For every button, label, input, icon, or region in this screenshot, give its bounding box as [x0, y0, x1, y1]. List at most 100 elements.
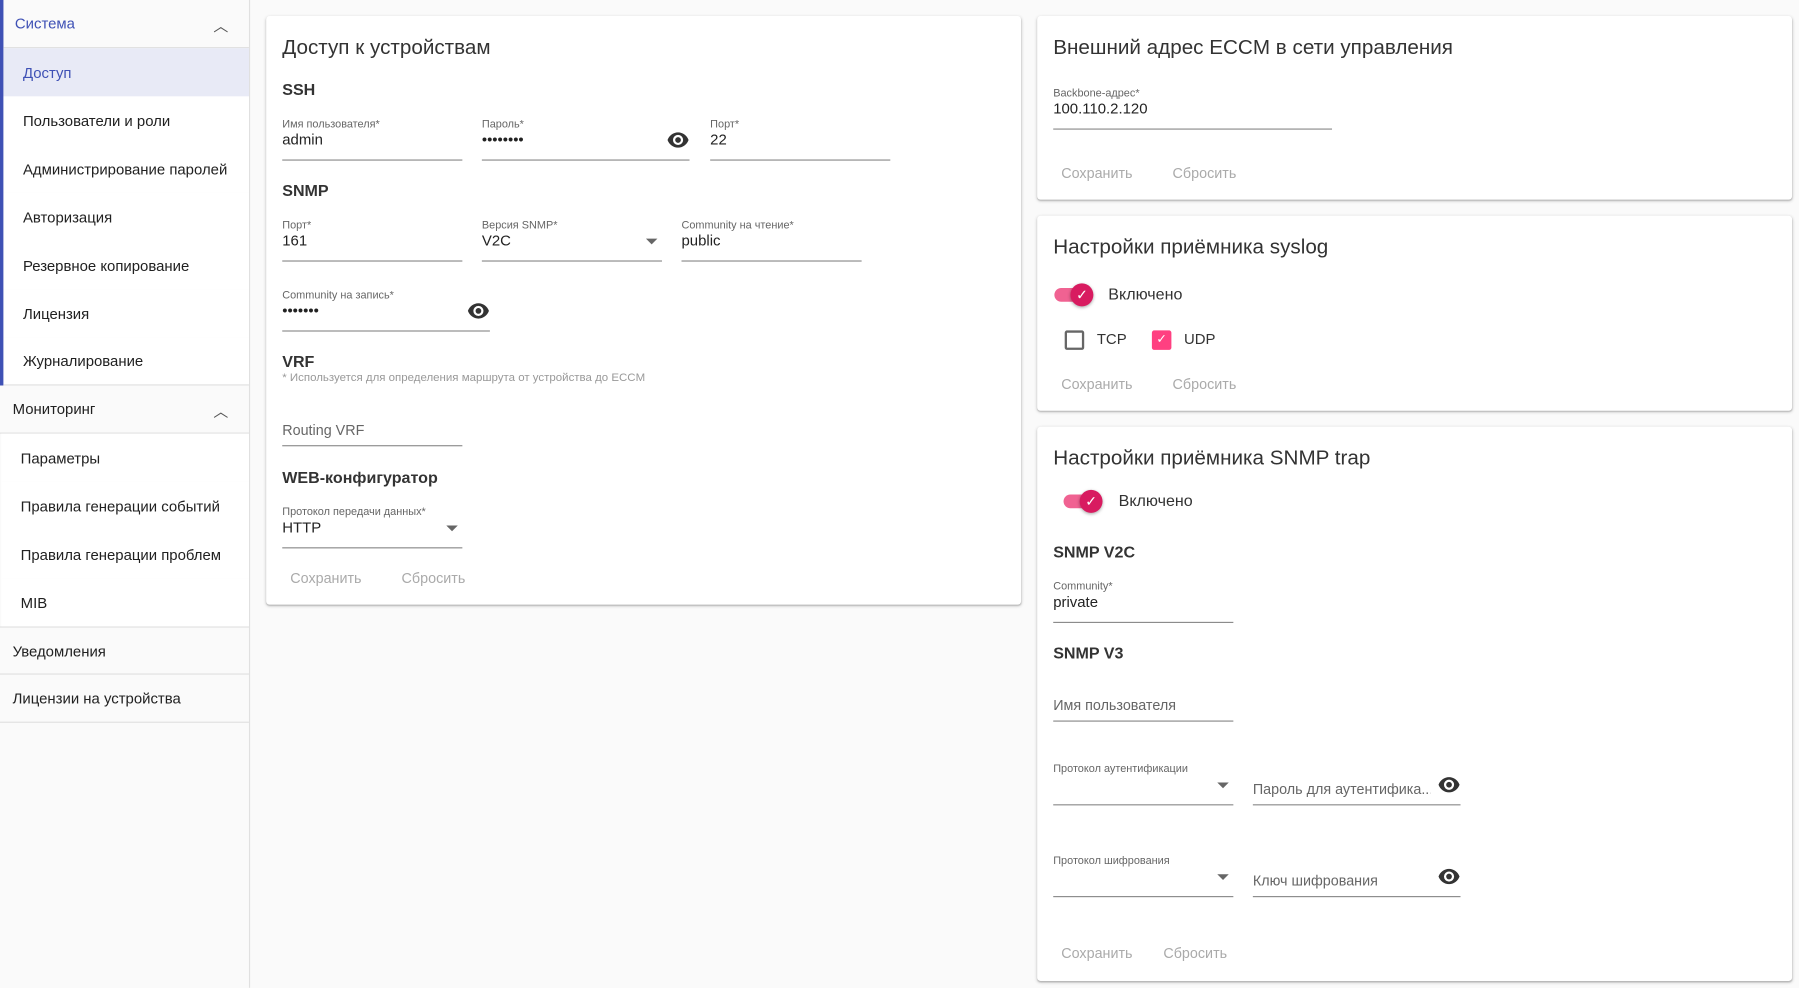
encryption-key-field[interactable]: Ключ шифрования: [1252, 855, 1461, 898]
snmp-version-select[interactable]: Версия SNMP* V2C: [481, 219, 662, 262]
syslog-card: [1037, 215, 1793, 411]
field-label: Community*: [1053, 580, 1113, 594]
field-value: 22: [710, 130, 727, 149]
page-title: Доступ к устройствам: [282, 35, 491, 59]
field-placeholder: Routing VRF: [282, 422, 365, 439]
sidebar-group-system[interactable]: Система ︿: [3, 0, 249, 49]
field-value: 100.110.2.120: [1053, 99, 1148, 118]
snmp-write-community-field[interactable]: Community на запись* •••••••: [282, 289, 490, 332]
field-value: 161: [282, 231, 308, 249]
syslog-reset-button[interactable]: Сбросить: [1172, 376, 1237, 393]
field-label: Порт*: [710, 118, 740, 131]
eccm-card: [1037, 16, 1793, 200]
sidebar-group-monitoring[interactable]: Мониторинг ︿: [0, 385, 249, 434]
sidebar-item-backup[interactable]: Резервное копирование: [3, 240, 249, 290]
field-label: Community на чтение*: [681, 219, 794, 232]
vrf-title: VRF: [282, 352, 315, 371]
eye-icon[interactable]: [1438, 868, 1461, 885]
field-label: Backbone-адрес*: [1053, 87, 1140, 100]
sidebar-item-parameters[interactable]: Параметры: [1, 433, 249, 482]
eye-icon[interactable]: [667, 132, 690, 148]
field-value: ••••••••: [481, 130, 524, 149]
sidebar-group-device-licenses[interactable]: Лицензии на устройства: [0, 675, 249, 723]
chevron-up-icon: ︿: [213, 17, 229, 35]
privacy-protocol-select[interactable]: Протокол шифрования: [1053, 854, 1234, 898]
auth-protocol-select[interactable]: Протокол аутентификации: [1053, 762, 1234, 806]
group-label: Мониторинг: [12, 400, 96, 418]
sidebar: Система ︿ Доступ Пользователи и роли Адми…: [0, 0, 251, 988]
snmp-read-community-field[interactable]: Community на чтение* public: [681, 219, 862, 262]
access-card: [266, 16, 1022, 605]
chevron-up-icon: ︿: [213, 402, 229, 420]
eye-icon[interactable]: [1438, 777, 1461, 793]
community-field[interactable]: Community* private: [1053, 580, 1234, 623]
sidebar-item-problem-rules[interactable]: Правила генерации проблем: [1, 530, 249, 579]
ssh-username-field[interactable]: Имя пользователя* admin: [282, 118, 463, 161]
backbone-address-field[interactable]: Backbone-адрес* 100.110.2.120: [1053, 87, 1333, 130]
tcp-checkbox[interactable]: [1064, 330, 1085, 350]
field-placeholder: Пароль для аутентифика...: [1252, 781, 1431, 798]
udp-checkbox[interactable]: ✓: [1151, 330, 1172, 350]
field-label: Community на запись*: [282, 289, 394, 302]
v3-username-field[interactable]: Имя пользователя: [1053, 679, 1234, 722]
field-placeholder: Имя пользователя: [1053, 697, 1176, 714]
syslog-title: Настройки приёмника syslog: [1053, 235, 1329, 259]
udp-label: UDP: [1184, 330, 1216, 348]
eye-icon[interactable]: [467, 303, 490, 319]
v2c-title: SNMP V2C: [1053, 542, 1136, 562]
group-indicator: [0, 0, 4, 386]
sidebar-item-authorization[interactable]: Авторизация: [3, 192, 249, 241]
trap-title: Настройки приёмника SNMP trap: [1053, 446, 1371, 470]
sidebar-item-users-roles[interactable]: Пользователи и роли: [3, 96, 249, 145]
sidebar-item-access[interactable]: Доступ: [3, 48, 249, 97]
eccm-save-button[interactable]: Сохранить: [1061, 165, 1133, 182]
tcp-label: TCP: [1096, 330, 1127, 348]
field-value: private: [1053, 593, 1099, 611]
routing-vrf-field[interactable]: Routing VRF: [282, 404, 463, 447]
field-value: public: [681, 231, 721, 249]
field-label: Протокол шифрования: [1053, 854, 1170, 868]
dropdown-arrow-icon: [645, 238, 658, 245]
web-title: WEB-конфигуратор: [282, 468, 438, 487]
field-value: HTTP: [282, 518, 322, 536]
eccm-reset-button[interactable]: Сбросить: [1172, 165, 1237, 182]
trap-reset-button[interactable]: Сбросить: [1163, 945, 1228, 962]
syslog-enabled-toggle[interactable]: ✓: [1054, 283, 1094, 307]
syslog-save-button[interactable]: Сохранить: [1061, 376, 1133, 393]
sidebar-item-license[interactable]: Лицензия: [3, 289, 249, 338]
field-value: admin: [282, 130, 323, 149]
save-button[interactable]: Сохранить: [290, 570, 362, 587]
field-label: Протокол передачи данных*: [282, 505, 426, 519]
reset-button[interactable]: Сбросить: [401, 570, 466, 587]
sidebar-group-notifications[interactable]: Уведомления: [0, 626, 249, 675]
trap-enabled-toggle[interactable]: ✓: [1063, 489, 1103, 513]
ssh-port-field[interactable]: Порт* 22: [710, 118, 891, 161]
field-label: Протокол аутентификации: [1053, 762, 1188, 776]
snmp-port-field[interactable]: Порт* 161: [282, 219, 463, 262]
dropdown-arrow-icon: [446, 525, 458, 532]
sidebar-item-event-rules[interactable]: Правила генерации событий: [1, 481, 249, 531]
eccm-title: Внешний адрес ECCM в сети управления: [1053, 35, 1453, 59]
dropdown-arrow-icon: [1217, 782, 1229, 789]
check-icon: ✓: [1070, 283, 1094, 307]
sidebar-item-mib[interactable]: MIB: [1, 578, 249, 627]
vrf-note: * Используется для определения маршрута …: [282, 371, 646, 385]
field-value: •••••••: [282, 301, 319, 319]
field-label: Имя пользователя*: [282, 118, 380, 131]
sidebar-item-logging[interactable]: Журналирование: [3, 337, 249, 386]
group-label: Система: [14, 14, 75, 33]
snmp-title: SNMP: [282, 181, 329, 200]
dropdown-arrow-icon: [1217, 874, 1229, 880]
ssh-title: SSH: [282, 80, 316, 99]
web-protocol-select[interactable]: Протокол передачи данных* HTTP: [282, 505, 463, 549]
snmp-trap-card: [1037, 426, 1793, 981]
field-placeholder: Ключ шифрования: [1252, 873, 1378, 890]
syslog-enabled-label: Включено: [1108, 284, 1183, 303]
auth-password-field[interactable]: Пароль для аутентифика...: [1252, 763, 1461, 806]
field-label: Пароль*: [481, 118, 524, 131]
ssh-password-field[interactable]: Пароль* ••••••••: [481, 118, 690, 161]
field-label: Порт*: [282, 219, 312, 232]
trap-save-button[interactable]: Сохранить: [1061, 945, 1133, 962]
field-label: Версия SNMP*: [481, 219, 558, 232]
sidebar-item-password-admin[interactable]: Администрирование паролей: [3, 144, 249, 193]
